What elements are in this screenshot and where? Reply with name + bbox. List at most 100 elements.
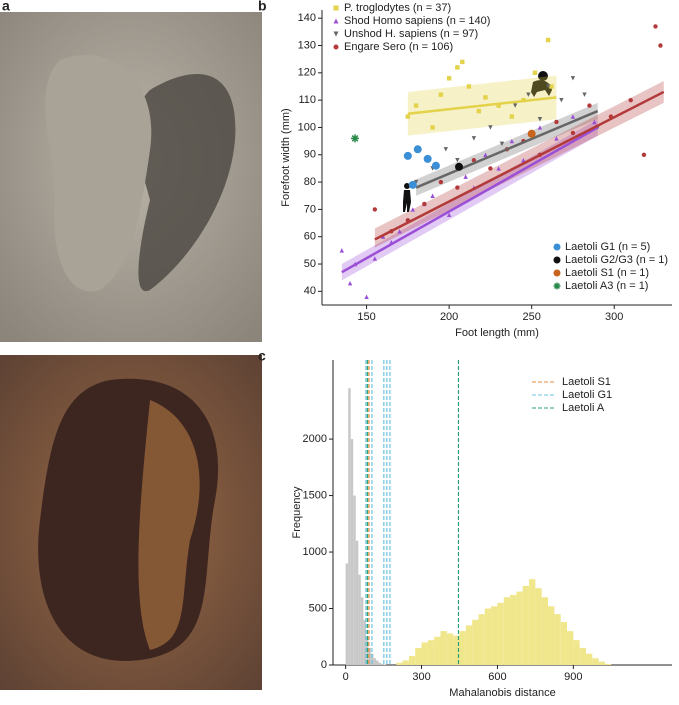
y-tick-label: 60	[304, 231, 316, 243]
bar	[348, 388, 351, 665]
point	[430, 125, 435, 130]
bar	[592, 658, 599, 665]
point	[460, 59, 465, 65]
point	[553, 269, 561, 277]
bar	[350, 439, 354, 665]
legend-marker	[333, 44, 339, 50]
bar	[548, 606, 555, 665]
point	[559, 97, 564, 103]
point	[422, 201, 427, 207]
bar	[604, 663, 612, 665]
point	[423, 154, 432, 163]
point	[405, 114, 411, 119]
point	[496, 103, 501, 108]
point	[537, 125, 543, 130]
point	[570, 114, 576, 119]
bar	[491, 606, 498, 665]
y-tick-label: 2000	[303, 433, 327, 445]
fit-line	[341, 126, 599, 274]
point	[509, 138, 515, 144]
y-tick-label: 1500	[303, 489, 327, 501]
bar	[360, 597, 364, 665]
legend-label: Laetoli S1	[562, 376, 611, 388]
bar	[598, 661, 605, 665]
y-tick-label: 120	[298, 67, 316, 79]
point	[553, 243, 561, 251]
x-axis-label: Foot length (mm)	[455, 327, 539, 339]
bar	[368, 648, 371, 665]
point	[499, 141, 505, 147]
y-tick-label: 140	[298, 12, 316, 24]
point	[553, 282, 561, 290]
point	[553, 256, 561, 264]
bar	[465, 625, 473, 665]
point	[455, 162, 464, 171]
y-tick-label: 0	[321, 659, 327, 671]
y-tick-label: 100	[298, 121, 316, 133]
point	[413, 145, 422, 154]
point	[364, 294, 369, 300]
bar	[358, 574, 361, 665]
point	[549, 84, 554, 89]
bar	[585, 653, 593, 665]
bar	[355, 540, 359, 665]
point	[526, 92, 531, 97]
bar	[560, 622, 568, 665]
point	[554, 119, 559, 125]
panel-label: a	[2, 0, 10, 14]
point	[512, 103, 518, 108]
bar	[529, 579, 536, 665]
point	[380, 234, 386, 239]
x-tick-label: 300	[412, 671, 430, 683]
point	[413, 179, 419, 185]
bar	[378, 662, 382, 665]
fit-line	[374, 90, 665, 241]
y-axis-label: Frequency	[291, 486, 303, 538]
point	[570, 130, 576, 136]
point	[408, 180, 417, 189]
point	[446, 76, 452, 81]
point	[537, 117, 543, 122]
y-tick-label: 90	[304, 149, 316, 161]
point	[463, 174, 468, 179]
y-tick-label: 130	[298, 39, 316, 51]
point	[592, 119, 597, 125]
point	[431, 161, 440, 170]
point	[570, 76, 576, 81]
point	[483, 152, 488, 157]
legend-label: P. troglodytes (n = 37)	[344, 2, 451, 14]
y-tick-label: 110	[298, 94, 316, 106]
point	[438, 179, 444, 185]
point	[443, 147, 449, 152]
bar	[472, 619, 479, 665]
bar	[554, 614, 561, 665]
point	[397, 229, 402, 234]
point	[466, 84, 472, 89]
bar	[510, 594, 517, 665]
bar	[408, 655, 416, 665]
bar	[415, 648, 422, 665]
bar	[459, 631, 466, 665]
point	[554, 136, 559, 141]
bar	[373, 658, 377, 665]
point	[521, 158, 526, 163]
point	[471, 158, 477, 163]
bar	[567, 631, 574, 665]
fit-line	[415, 109, 599, 189]
point	[527, 129, 536, 138]
bar	[363, 619, 366, 665]
point	[372, 207, 378, 212]
fit-line	[407, 96, 557, 116]
bar	[421, 642, 428, 665]
bar	[446, 633, 454, 665]
legend-label: Laetoli G1 (n = 5)	[565, 241, 650, 253]
bar	[522, 585, 530, 665]
x-tick-label: 900	[564, 671, 582, 683]
y-tick-label: 70	[304, 203, 316, 215]
bar	[345, 563, 349, 665]
legend-label: Shod Homo sapiens (n = 140)	[344, 15, 490, 27]
point	[582, 92, 587, 97]
bar	[484, 608, 492, 665]
bar	[579, 648, 586, 665]
